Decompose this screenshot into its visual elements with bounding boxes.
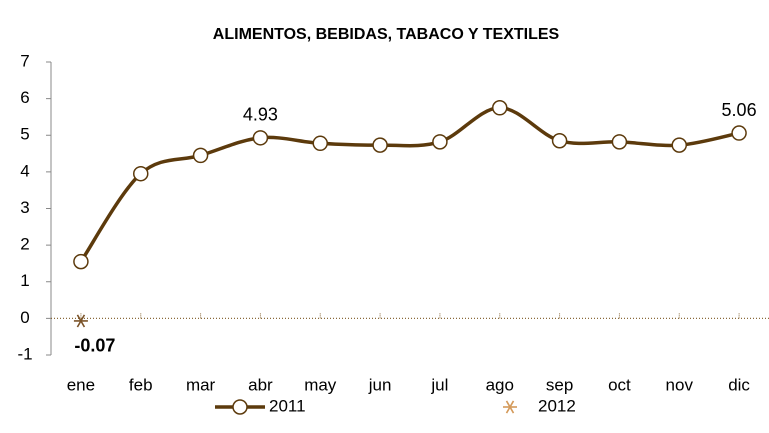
asterisk-stroke	[505, 400, 515, 414]
x-tick-label: sep	[546, 375, 573, 394]
y-tick-label: 6	[20, 88, 29, 107]
asterisk-stroke	[76, 314, 86, 328]
x-tick-label: ene	[67, 375, 95, 394]
y-tick-label: 4	[20, 161, 29, 180]
x-tick-label: jul	[430, 375, 448, 394]
asterisk-marker	[503, 400, 517, 414]
y-tick-label: 7	[20, 51, 29, 70]
point-marker	[611, 134, 628, 150]
point-marker	[372, 137, 388, 153]
point-marker	[432, 134, 448, 150]
y-tick-label: -1	[17, 344, 32, 363]
point-marker	[73, 253, 89, 270]
data-label: 5.06	[722, 100, 757, 120]
data-label: -0.07	[74, 336, 115, 356]
point-marker	[492, 100, 508, 116]
data-label: 4.93	[243, 105, 278, 125]
x-tick-label: feb	[129, 375, 153, 394]
legend-marker	[232, 399, 248, 415]
x-tick-label: oct	[608, 375, 631, 394]
point-marker	[671, 137, 687, 153]
x-tick-label: nov	[666, 375, 694, 394]
y-tick-label: 0	[20, 308, 29, 327]
point-marker	[312, 135, 328, 152]
point-marker	[731, 125, 747, 141]
chart-title: ALIMENTOS, BEBIDAS, TABACO Y TEXTILES	[213, 26, 560, 43]
point-marker	[192, 147, 209, 164]
series-line	[79, 106, 740, 263]
legend-label: 2011	[269, 396, 306, 415]
y-tick-label: 1	[20, 271, 29, 290]
y-tick-label: 3	[20, 198, 29, 217]
x-tick-label: jun	[368, 375, 392, 394]
x-tick-label: ago	[486, 375, 514, 394]
x-tick-label: abr	[248, 375, 273, 394]
point-marker	[252, 130, 269, 146]
asterisk-marker	[73, 314, 88, 328]
y-tick-label: 2	[20, 235, 29, 254]
point-marker	[133, 165, 149, 182]
x-tick-label: dic	[728, 375, 750, 394]
legend-label: 2012	[538, 396, 576, 415]
x-tick-label: mar	[186, 375, 216, 394]
y-tick-label: 5	[20, 125, 29, 144]
point-marker	[551, 132, 568, 149]
x-tick-label: may	[304, 375, 337, 394]
